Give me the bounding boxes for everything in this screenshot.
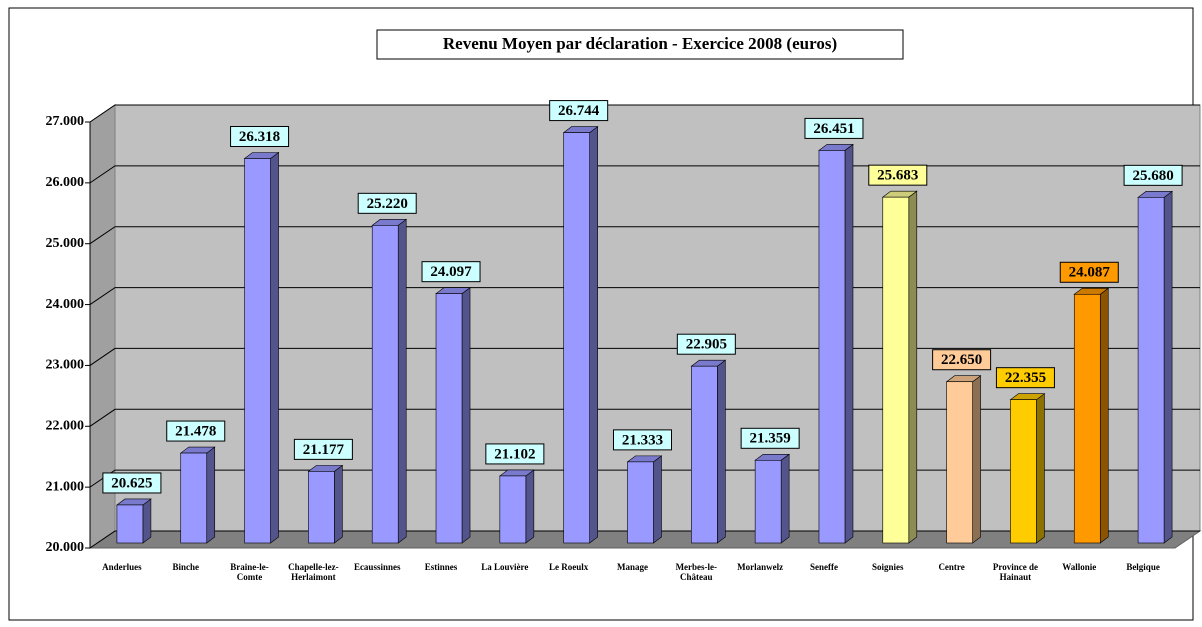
x-tick-label: Seneffe	[809, 562, 838, 572]
value-label-box	[995, 367, 1055, 389]
x-tick-label: Belgique	[1126, 562, 1160, 572]
bar-side	[397, 218, 407, 544]
value-label: 22.355	[1005, 370, 1046, 386]
bar-side	[461, 287, 471, 544]
value-label-box	[1059, 261, 1119, 283]
value-label: 21.102	[494, 446, 535, 462]
value-label: 26.318	[239, 129, 280, 145]
x-tick-label: Braine-le-Comte	[230, 562, 269, 582]
value-label: 24.097	[430, 264, 472, 280]
x-tick-label: La Louvière	[481, 562, 529, 572]
bar	[499, 475, 527, 544]
x-tick-label: Anderlues	[102, 562, 142, 572]
value-label: 21.478	[175, 423, 216, 439]
value-label: 21.333	[622, 432, 663, 448]
bar-side	[653, 455, 662, 544]
x-tick-label: Merbes-le-Château	[675, 562, 718, 582]
bar	[563, 132, 590, 544]
bar	[180, 452, 208, 544]
bar-side	[525, 469, 535, 544]
bar-side	[780, 453, 790, 544]
bar	[818, 150, 846, 544]
bar	[1137, 197, 1165, 544]
value-label: 20.625	[111, 475, 152, 491]
value-label-box	[804, 117, 864, 139]
value-label-box	[357, 192, 417, 214]
bar	[882, 196, 910, 544]
bar	[308, 471, 335, 544]
bar	[435, 293, 463, 544]
value-label-box	[549, 100, 609, 122]
x-tick-label: Binche	[172, 562, 199, 572]
y-tick-label: 24.000	[46, 297, 85, 312]
bar-side	[1036, 393, 1045, 544]
bar-side	[717, 359, 726, 544]
x-tick-label: Ecaussinnes	[353, 562, 401, 572]
x-tick-label: Le Roeulx	[549, 562, 589, 572]
bar	[946, 381, 973, 544]
bar	[691, 365, 718, 544]
value-label-box	[868, 164, 928, 186]
value-label: 25.220	[367, 196, 408, 212]
value-label-box	[166, 420, 226, 442]
value-label-box	[485, 443, 545, 465]
value-label-box	[421, 261, 481, 283]
value-label: 26.744	[558, 103, 600, 119]
x-tick-label: Soignies	[872, 562, 904, 572]
bar-side	[972, 375, 981, 544]
bar	[627, 461, 654, 544]
value-label: 26.451	[813, 121, 854, 137]
value-label-box	[230, 126, 290, 148]
x-tick-label: Province de Hainaut	[992, 562, 1038, 582]
grid-line	[89, 104, 1200, 123]
x-tick-label: Estinnes	[424, 562, 458, 572]
value-label-box	[932, 349, 992, 371]
bar-side	[206, 446, 216, 544]
value-label: 22.650	[941, 352, 982, 368]
value-label: 21.177	[303, 442, 345, 458]
bar-side	[1099, 287, 1109, 544]
y-tick-label: 27.000	[46, 114, 85, 129]
value-label: 25.680	[1132, 168, 1173, 184]
bar-side	[844, 143, 854, 544]
value-label: 25.683	[877, 168, 918, 184]
bar-side	[1163, 190, 1173, 544]
value-label-box	[740, 427, 800, 449]
value-label-box	[676, 333, 736, 355]
bar	[754, 459, 782, 544]
bar	[371, 225, 399, 544]
bar-side	[270, 151, 279, 544]
bar-side	[589, 125, 598, 544]
value-label-box	[102, 472, 162, 494]
value-label: 21.359	[750, 431, 791, 447]
bar	[1073, 293, 1101, 544]
bar	[1010, 399, 1037, 544]
y-tick-label: 22.000	[46, 419, 85, 434]
chart-title: Revenu Moyen par déclaration - Exercice …	[443, 34, 837, 53]
value-label: 24.087	[1069, 265, 1111, 281]
x-tick-label: Manage	[617, 562, 648, 572]
value-label-box	[1123, 164, 1183, 186]
y-tick-label: 20.000	[46, 540, 85, 555]
bar-side	[334, 464, 343, 544]
bar	[116, 504, 144, 544]
y-tick-label: 21.000	[46, 479, 85, 494]
bar-side	[142, 498, 152, 544]
y-tick-label: 25.000	[46, 236, 85, 251]
y-tick-label: 23.000	[46, 358, 85, 373]
x-tick-label: Centre	[938, 562, 965, 572]
title-box	[376, 29, 904, 60]
x-tick-label: Morlanwelz	[737, 562, 784, 572]
y-tick-label: 26.000	[46, 175, 85, 190]
value-label: 22.905	[686, 337, 727, 353]
bar	[244, 158, 271, 544]
value-label-box	[293, 438, 353, 460]
bar-side	[908, 190, 918, 544]
x-tick-label: Chapelle-lez-Herlaimont	[288, 562, 339, 582]
value-label-box	[613, 429, 672, 451]
x-tick-label: Wallonie	[1062, 562, 1097, 572]
